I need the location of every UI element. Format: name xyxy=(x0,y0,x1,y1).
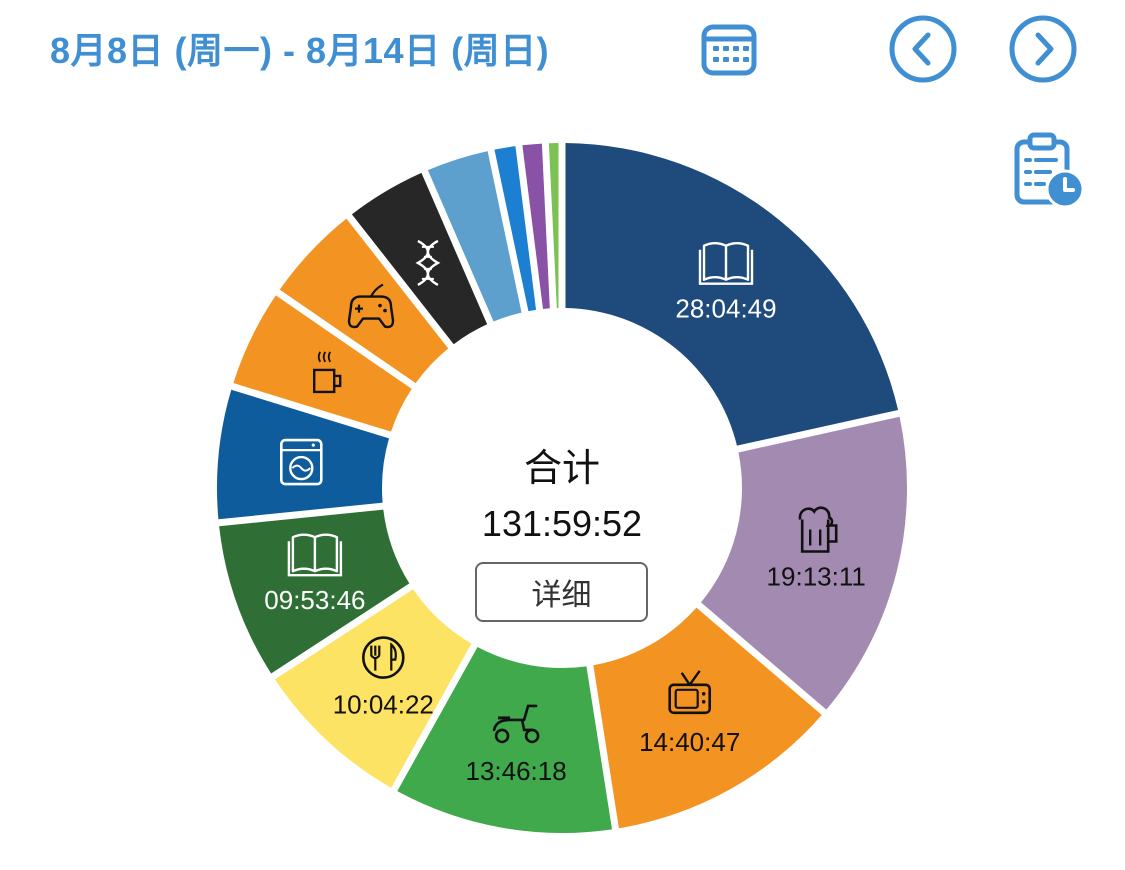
slice-12[interactable] xyxy=(522,143,550,310)
slice-label-2: 14:40:47 xyxy=(639,727,740,757)
slice-label-3: 13:46:18 xyxy=(465,756,566,786)
slice-label-4: 10:04:22 xyxy=(333,690,434,720)
slice-7[interactable] xyxy=(233,295,412,432)
clipboard-clock-icon[interactable] xyxy=(1012,132,1086,210)
book-icon xyxy=(287,533,343,577)
slice-6[interactable] xyxy=(217,389,389,520)
total-duration: 131:59:52 xyxy=(481,503,643,544)
slice-8[interactable] xyxy=(279,218,449,384)
book-icon xyxy=(698,242,754,285)
slice-2[interactable] xyxy=(593,607,822,829)
calendar-icon[interactable] xyxy=(700,20,758,78)
dna-icon xyxy=(415,239,441,286)
slice-label-1: 19:13:11 xyxy=(767,562,866,592)
slice-5[interactable] xyxy=(219,509,410,674)
prev-week-button[interactable] xyxy=(888,14,958,84)
slice-label-0: 28:04:49 xyxy=(675,294,776,324)
slice-10[interactable] xyxy=(427,151,522,322)
tv-icon xyxy=(668,670,712,715)
slice-label-5: 09:53:46 xyxy=(264,585,365,615)
slice-0[interactable] xyxy=(565,143,899,446)
scooter-icon xyxy=(492,704,540,744)
washing-machine-icon xyxy=(279,438,323,486)
details-button[interactable]: 详细 xyxy=(475,562,648,622)
slice-9[interactable] xyxy=(351,172,488,345)
coffee-cup-icon xyxy=(313,351,342,394)
date-range-title: 8月8日 (周一) - 8月14日 (周日) xyxy=(50,30,550,71)
next-week-button[interactable] xyxy=(1008,14,1078,84)
slice-1[interactable] xyxy=(700,416,908,710)
slice-4[interactable] xyxy=(274,589,472,788)
slice-13[interactable] xyxy=(548,143,559,309)
slice-11[interactable] xyxy=(494,146,537,312)
fork-knife-icon xyxy=(361,636,405,679)
beer-mug-icon xyxy=(798,506,838,553)
total-title: 合计 xyxy=(523,446,600,490)
gamepad-icon xyxy=(347,283,395,329)
